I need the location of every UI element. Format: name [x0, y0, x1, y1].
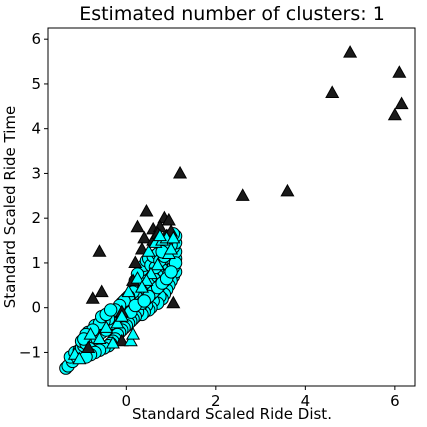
y-tick-label: 5: [31, 75, 41, 93]
noise-point: [394, 96, 409, 110]
plot-area: [59, 45, 409, 375]
chart-title: Estimated number of clusters: 1: [79, 3, 385, 25]
x-tick-label: 6: [390, 392, 400, 410]
y-axis: −1 0 1 2 3 4 5 6: [19, 30, 48, 361]
noise-point: [387, 107, 402, 121]
cluster-edge-point: [150, 257, 165, 271]
noise-point: [392, 65, 407, 78]
noise-point: [92, 244, 107, 257]
cluster-edge-point: [114, 309, 129, 322]
noise-point: [114, 333, 129, 347]
y-tick-label: 3: [31, 164, 41, 182]
cluster-point: [137, 294, 151, 308]
cluster-edge-point: [141, 244, 156, 257]
noise-point: [137, 230, 152, 244]
noise-point: [139, 203, 154, 217]
x-axis: 0 2 4 6: [122, 386, 400, 410]
cluster-edge-point: [92, 331, 107, 345]
cluster-edge-point: [164, 241, 179, 255]
cluster-edge-point: [72, 351, 87, 365]
x-tick-label: 0: [122, 392, 132, 410]
cluster-edge-point: [166, 230, 181, 244]
y-tick-label: 4: [31, 120, 41, 138]
noise-point: [81, 340, 96, 354]
cluster-edge-point: [83, 327, 98, 340]
noise-point: [128, 255, 143, 268]
y-tick-label: 2: [31, 209, 41, 227]
cluster-point: [103, 303, 118, 317]
cluster-edge-point: [121, 284, 136, 298]
cluster-edge-point: [110, 315, 125, 329]
noise-point: [235, 188, 250, 201]
noise-point: [94, 284, 109, 298]
cluster-point: [164, 265, 178, 279]
y-tick-label: 1: [31, 254, 41, 272]
noise-point: [173, 165, 188, 179]
cluster-edge-point: [105, 335, 120, 349]
noise-point: [130, 219, 145, 233]
y-tick-label: 0: [31, 299, 41, 317]
y-axis-label: Standard Scaled Ride Time: [1, 106, 19, 308]
x-tick-label: 4: [301, 392, 311, 410]
noise-point: [85, 291, 100, 304]
y-tick-label: 6: [31, 30, 41, 48]
cluster-edge-point: [123, 333, 138, 347]
cluster-edge-point: [126, 327, 141, 340]
cluster-edge-point: [99, 320, 114, 333]
cluster-edge-point: [134, 280, 150, 293]
noise-point: [280, 183, 295, 197]
cluster-edge-point: [130, 271, 145, 284]
plot-frame: [47, 27, 416, 387]
x-tick-label: 2: [211, 392, 221, 410]
noise-point: [325, 85, 340, 98]
cluster-edge-point: [152, 228, 167, 242]
noise-point: [161, 212, 176, 226]
noise-point: [166, 295, 181, 309]
y-tick-label: −1: [19, 343, 41, 361]
x-axis-label: Standard Scaled Ride Dist.: [132, 405, 332, 423]
noise-point: [343, 45, 358, 58]
